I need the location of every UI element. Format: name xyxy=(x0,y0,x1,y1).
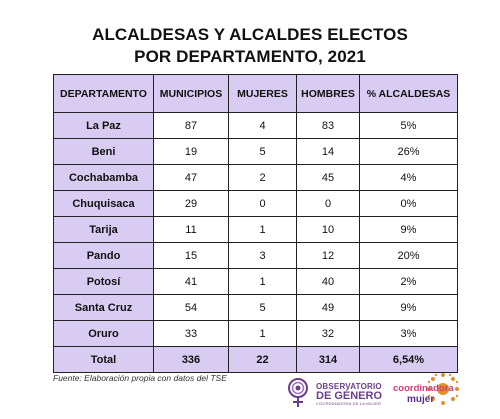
cell-municipios: 15 xyxy=(153,242,229,269)
cell-mujeres: 5 xyxy=(228,138,297,165)
observatorio-line-2: DE GÉNERO xyxy=(316,390,383,402)
cell-municipios: 87 xyxy=(153,112,229,139)
cell-municipios: 29 xyxy=(153,190,229,217)
table-header-row: DEPARTAMENTO MUNICIPIOS MUJERES HOMBRES … xyxy=(53,74,458,113)
observatorio-logo: OBSERVATORIO DE GÉNERO COORDINADORA DE L… xyxy=(284,377,384,407)
table-row: Beni 19 5 14 26% xyxy=(53,138,458,165)
venus-symbol-icon xyxy=(288,378,308,407)
table-row: Chuquisaca 29 0 0 0% xyxy=(53,190,458,217)
cell-pct: 4% xyxy=(359,164,458,191)
cell-departamento: Oruro xyxy=(53,320,154,347)
table-row: Pando 15 3 12 20% xyxy=(53,242,458,269)
cell-hombres: 10 xyxy=(296,216,360,243)
cell-mujeres: 3 xyxy=(228,242,297,269)
cell-municipios: 54 xyxy=(153,294,229,321)
cell-departamento: La Paz xyxy=(53,112,154,139)
header-municipios: MUNICIPIOS xyxy=(153,74,229,113)
cell-departamento: Potosí xyxy=(53,268,154,295)
cell-municipios: 33 xyxy=(153,320,229,347)
cell-municipios: 41 xyxy=(153,268,229,295)
total-municipios: 336 xyxy=(153,346,229,373)
cell-departamento: Chuquisaca xyxy=(53,190,154,217)
table-row: Tarija 11 1 10 9% xyxy=(53,216,458,243)
coordinadora-line-2: mujer xyxy=(407,394,435,405)
cell-hombres: 45 xyxy=(296,164,360,191)
total-label: Total xyxy=(53,346,154,373)
cell-mujeres: 1 xyxy=(228,216,297,243)
cell-hombres: 32 xyxy=(296,320,360,347)
cell-mujeres: 1 xyxy=(228,320,297,347)
cell-mujeres: 1 xyxy=(228,268,297,295)
cell-pct: 5% xyxy=(359,112,458,139)
cell-municipios: 47 xyxy=(153,164,229,191)
header-departamento: DEPARTAMENTO xyxy=(53,74,154,113)
table-row: Cochabamba 47 2 45 4% xyxy=(53,164,458,191)
cell-hombres: 49 xyxy=(296,294,360,321)
header-pct-alcaldesas: % ALCALDESAS xyxy=(359,74,458,113)
cell-mujeres: 2 xyxy=(228,164,297,191)
cell-hombres: 83 xyxy=(296,112,360,139)
coordinadora-logo: coordinadora mujer xyxy=(393,369,463,413)
title-line-1: ALCALDESAS Y ALCALDES ELECTOS xyxy=(92,25,408,44)
page-title: ALCALDESAS Y ALCALDES ELECTOS POR DEPART… xyxy=(0,24,500,68)
sun-icon xyxy=(427,373,459,405)
cell-pct: 0% xyxy=(359,190,458,217)
cell-pct: 2% xyxy=(359,268,458,295)
cell-hombres: 14 xyxy=(296,138,360,165)
source-note: Fuente: Elaboración propia con datos del… xyxy=(53,373,227,383)
cell-pct: 9% xyxy=(359,294,458,321)
coordinadora-line-1: coordinadora xyxy=(393,383,454,394)
table-row: Potosí 41 1 40 2% xyxy=(53,268,458,295)
cell-mujeres: 4 xyxy=(228,112,297,139)
observatorio-line-1: OBSERVATORIO xyxy=(316,382,382,391)
cell-municipios: 19 xyxy=(153,138,229,165)
cell-hombres: 12 xyxy=(296,242,360,269)
cell-departamento: Santa Cruz xyxy=(53,294,154,321)
table-row: La Paz 87 4 83 5% xyxy=(53,112,458,139)
cell-departamento: Beni xyxy=(53,138,154,165)
cell-departamento: Tarija xyxy=(53,216,154,243)
table-total-row: Total 336 22 314 6,54% xyxy=(53,346,458,373)
cell-mujeres: 5 xyxy=(228,294,297,321)
cell-pct: 20% xyxy=(359,242,458,269)
total-pct: 6,54% xyxy=(359,346,458,373)
table-row: Santa Cruz 54 5 49 9% xyxy=(53,294,458,321)
header-mujeres: MUJERES xyxy=(228,74,297,113)
cell-departamento: Pando xyxy=(53,242,154,269)
total-mujeres: 22 xyxy=(228,346,297,373)
cell-departamento: Cochabamba xyxy=(53,164,154,191)
table-row: Oruro 33 1 32 3% xyxy=(53,320,458,347)
cell-municipios: 11 xyxy=(153,216,229,243)
cell-hombres: 0 xyxy=(296,190,360,217)
title-line-2: POR DEPARTAMENTO, 2021 xyxy=(134,47,366,66)
cell-pct: 26% xyxy=(359,138,458,165)
header-hombres: HOMBRES xyxy=(296,74,360,113)
cell-mujeres: 0 xyxy=(228,190,297,217)
cell-pct: 3% xyxy=(359,320,458,347)
cell-hombres: 40 xyxy=(296,268,360,295)
observatorio-line-3: COORDINADORA DE LA MUJER xyxy=(316,401,382,406)
cell-pct: 9% xyxy=(359,216,458,243)
total-hombres: 314 xyxy=(296,346,360,373)
mayors-table: DEPARTAMENTO MUNICIPIOS MUJERES HOMBRES … xyxy=(53,74,458,373)
